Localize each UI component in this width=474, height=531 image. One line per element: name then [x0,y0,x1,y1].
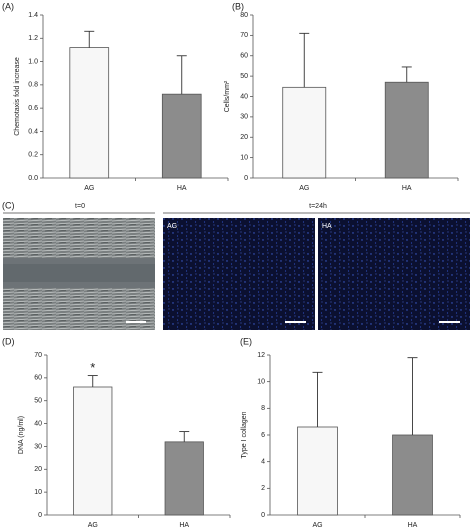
y-tick-label: 10 [257,379,265,386]
y-tick-label: 50 [34,398,42,405]
error-bar [401,66,412,83]
panel-label: (C) [2,200,15,210]
image-title: t=0 [75,203,85,210]
x-tick-label: AG [312,522,322,529]
error-bar [407,357,418,435]
y-tick-label: 70 [240,32,248,39]
error-bar [299,32,310,88]
y-tick-label: 70 [34,352,42,359]
y-tick-label: 6 [261,432,265,439]
bar [161,93,202,179]
error-bar [176,55,187,95]
y-tick-label: 1.2 [28,35,38,42]
error-bar [84,30,95,48]
panel-label: (E) [240,336,252,346]
y-axis-label: Chemotaxis fold increase [14,57,21,136]
panel-label: (D) [2,336,15,346]
y-tick-label: 60 [240,53,248,60]
x-tick-label: AG [88,522,98,529]
image-label: HA [322,223,332,230]
x-tick-label: HA [177,185,187,192]
y-tick-label: 4 [261,459,265,466]
y-tick-label: 30 [34,443,42,450]
y-tick-label: 10 [240,154,248,161]
panel-label: (A) [2,1,14,11]
bar [282,86,327,179]
image-label: AG [167,223,177,230]
x-tick-label: HA [179,522,189,529]
bar [384,81,429,179]
y-tick-label: 0.2 [28,152,38,159]
y-tick-label: 1.0 [28,58,38,65]
y-tick-label: 0.6 [28,105,38,112]
y-axis-label: Type I collagen [241,411,248,458]
y-tick-label: 50 [240,73,248,80]
bar [392,434,433,516]
y-tick-label: 0 [244,175,248,182]
y-tick-label: 0.4 [28,128,38,135]
bar [164,441,204,516]
y-tick-label: 0 [38,512,42,519]
y-tick-label: 20 [34,466,42,473]
micrograph [3,218,155,330]
x-tick-label: HA [408,522,418,529]
error-bar [312,371,323,427]
bar [73,386,113,516]
y-tick-label: 0 [261,512,265,519]
y-tick-label: 60 [34,375,42,382]
y-tick-label: 2 [261,485,265,492]
bar [69,47,110,179]
y-tick-label: 10 [34,489,42,496]
y-tick-label: 30 [240,114,248,121]
y-tick-label: 1.4 [28,12,38,19]
y-tick-label: 40 [240,93,248,100]
y-tick-label: 0.0 [28,175,38,182]
micrograph [318,218,470,330]
significance-mark: * [90,360,95,375]
y-tick-label: 80 [240,12,248,19]
y-axis-label: Cells/mm² [224,80,231,112]
panel-label: (B) [232,1,244,11]
x-tick-label: AG [299,185,309,192]
bar [297,426,338,516]
error-bar [87,375,98,387]
error-bar [179,431,190,442]
y-tick-label: 0.8 [28,82,38,89]
x-tick-label: AG [84,185,94,192]
y-tick-label: 20 [240,134,248,141]
micrograph [163,218,315,330]
x-tick-label: HA [402,185,412,192]
y-tick-label: 12 [257,352,265,359]
y-tick-label: 8 [261,405,265,412]
image-title: t=24h [309,203,327,210]
y-axis-label: DNA (ng/ml) [18,416,25,454]
y-tick-label: 40 [34,420,42,427]
